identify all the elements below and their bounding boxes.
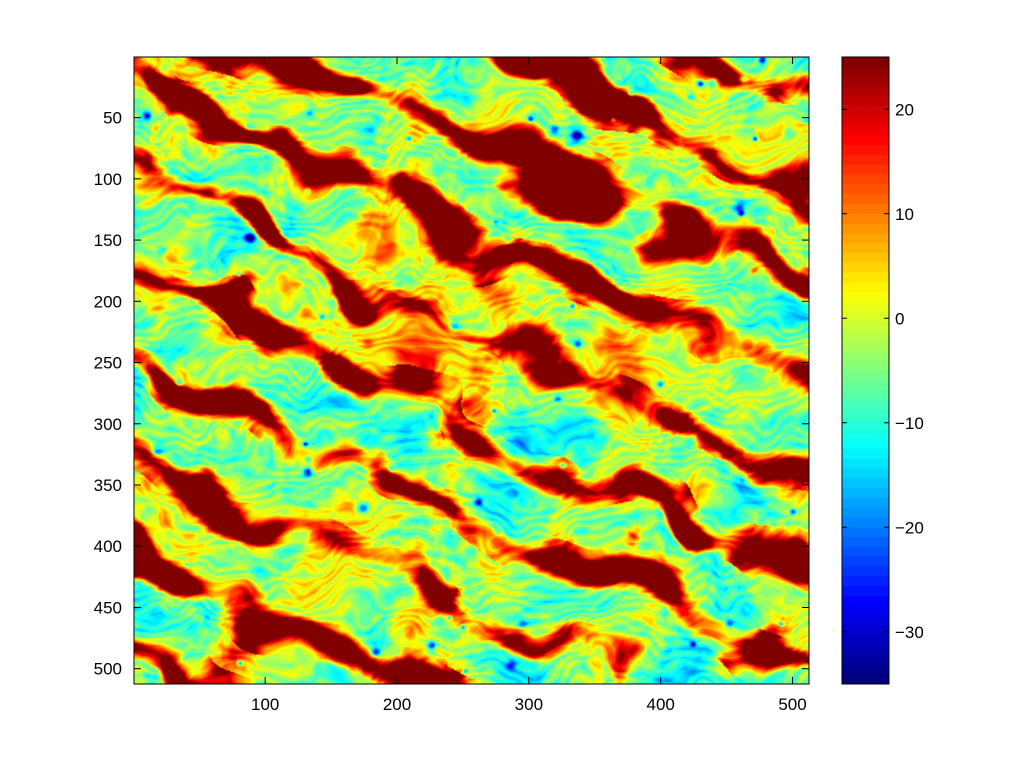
- colorbar-tick-label: 10: [895, 205, 914, 224]
- y-tick-label: 350: [94, 476, 122, 495]
- x-tick-label: 400: [646, 695, 674, 714]
- y-tick-label: 100: [94, 170, 122, 189]
- plot-frame: [133, 56, 810, 685]
- colorbar-axes: 20 10 0 −10 −20 −30: [841, 56, 924, 685]
- y-tick-label: 250: [94, 354, 122, 373]
- y-tick-label: 150: [94, 231, 122, 250]
- y-tick-label: 200: [94, 292, 122, 311]
- x-tick-label: 500: [778, 695, 806, 714]
- heatmap-image: [134, 57, 809, 684]
- y-tick-label: 300: [94, 415, 122, 434]
- y-tick-label: 500: [94, 660, 122, 679]
- x-tick-label: 100: [251, 695, 279, 714]
- y-tick-label: 400: [94, 537, 122, 556]
- colorbar-tick-label: −30: [895, 623, 924, 642]
- colorbar-tick-label: −20: [895, 518, 924, 537]
- y-tick-label: 450: [94, 598, 122, 617]
- x-tick-label: 300: [515, 695, 543, 714]
- main-axes: 100 200 300 400 500 50 100 150 200 250 300 350 400 45…: [94, 56, 810, 714]
- colorbar-gradient: [842, 57, 889, 684]
- x-tick-label: 200: [383, 695, 411, 714]
- colorbar-tick-label: 0: [895, 309, 904, 328]
- colorbar-tick-label: 20: [895, 100, 914, 119]
- y-tick-label: 50: [103, 109, 122, 128]
- colorbar-tick-label: −10: [895, 414, 924, 433]
- colorbar-frame: [841, 56, 890, 685]
